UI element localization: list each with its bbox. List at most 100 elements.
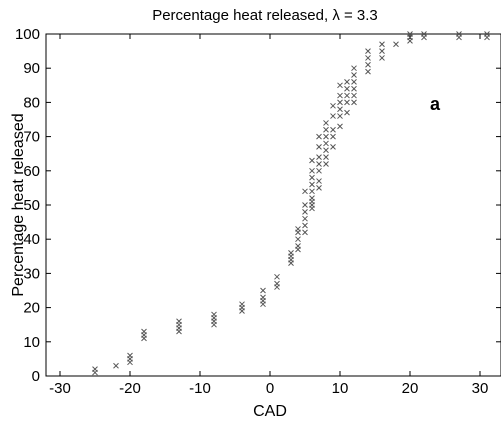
- data-point: [337, 113, 343, 119]
- data-point: [379, 55, 385, 61]
- x-tick-label: 0: [266, 380, 274, 397]
- data-point: [323, 133, 329, 140]
- data-point: [316, 144, 322, 150]
- data-point: [365, 48, 371, 54]
- data-point: [316, 133, 322, 140]
- y-tick-label: 50: [23, 197, 40, 214]
- data-point: [351, 85, 357, 92]
- plot-frame: [45, 33, 501, 377]
- x-tick-label: 20: [402, 380, 419, 397]
- data-point: [302, 188, 308, 195]
- y-tick-label: 20: [23, 300, 40, 317]
- data-point: [127, 352, 133, 359]
- data-point: [302, 215, 308, 222]
- axis-ticks: -30 -20 -10 0 10 20 30 0 10 20 30 40 50 60 70 80 90 100: [15, 26, 501, 397]
- data-point: [330, 144, 336, 150]
- data-point: [365, 55, 371, 61]
- data-point: [393, 41, 399, 48]
- data-point: [337, 106, 343, 113]
- data-point: [344, 99, 350, 106]
- data-point: [456, 31, 462, 37]
- data-point: [365, 61, 371, 68]
- data-point: [344, 85, 350, 92]
- y-tick-label: 60: [23, 163, 40, 180]
- data-point: [309, 157, 315, 164]
- data-point: [239, 301, 245, 308]
- data-point: [351, 79, 357, 85]
- data-point: [351, 72, 357, 78]
- data-point: [330, 102, 336, 109]
- data-point: [316, 154, 322, 160]
- data-point: [407, 31, 413, 37]
- y-tick-label: 40: [23, 231, 40, 248]
- x-tick-label: -20: [119, 380, 141, 397]
- x-tick-label: -30: [49, 380, 71, 397]
- data-point: [379, 41, 385, 48]
- data-point: [316, 161, 322, 167]
- data-point: [309, 167, 315, 174]
- data-point: [323, 147, 329, 154]
- y-axis-label: Percentage heat released: [10, 113, 27, 296]
- data-point: [421, 31, 427, 37]
- data-point: [302, 229, 308, 236]
- data-point: [323, 120, 329, 126]
- x-tick-label: -10: [189, 380, 211, 397]
- y-tick-label: 90: [23, 60, 40, 77]
- data-point: [337, 82, 343, 89]
- data-point: [316, 178, 322, 184]
- data-point: [484, 31, 490, 37]
- data-point: [323, 161, 329, 167]
- data-point: [274, 273, 280, 280]
- data-point: [295, 226, 301, 232]
- data-point: [302, 222, 308, 229]
- data-point: [351, 65, 357, 72]
- data-point: [211, 311, 217, 318]
- data-point: [316, 185, 322, 191]
- y-tick-label: 70: [23, 129, 40, 146]
- data-point: [344, 79, 350, 85]
- y-tick-label: 100: [15, 26, 40, 43]
- data-point: [260, 287, 266, 294]
- x-axis-label: CAD: [253, 403, 287, 420]
- data-point: [337, 123, 343, 130]
- data-point: [379, 48, 385, 54]
- data-point: [351, 92, 357, 99]
- data-point: [309, 188, 315, 195]
- data-point: [302, 202, 308, 208]
- data-point: [274, 280, 280, 287]
- y-tick-label: 10: [23, 334, 40, 351]
- x-tick-label: 10: [332, 380, 349, 397]
- data-point: [351, 99, 357, 106]
- data-point: [302, 208, 308, 215]
- data-point: [92, 366, 98, 373]
- data-point: [344, 92, 350, 99]
- data-markers: [92, 31, 490, 376]
- chart-title: Percentage heat released, λ = 3.3: [152, 7, 378, 24]
- data-point: [323, 140, 329, 147]
- data-point: [316, 167, 322, 174]
- data-point: [260, 294, 266, 301]
- data-point: [344, 109, 350, 116]
- data-point: [295, 243, 301, 249]
- data-point: [309, 181, 315, 188]
- y-tick-label: 30: [23, 265, 40, 282]
- data-point: [323, 154, 329, 160]
- x-tick-label: 30: [472, 380, 489, 397]
- data-point: [337, 92, 343, 99]
- data-point: [330, 113, 336, 119]
- data-point: [309, 195, 315, 202]
- data-point: [288, 250, 294, 256]
- data-point: [113, 362, 119, 369]
- data-point: [365, 68, 371, 75]
- data-point: [323, 126, 329, 133]
- data-point: [141, 328, 147, 335]
- data-point: [337, 99, 343, 106]
- data-point: [330, 133, 336, 140]
- data-point: [309, 174, 315, 181]
- data-point: [176, 318, 182, 325]
- y-tick-label: 80: [23, 94, 40, 111]
- y-tick-label: 0: [32, 368, 40, 385]
- panel-label: a: [430, 94, 441, 114]
- data-point: [330, 126, 336, 133]
